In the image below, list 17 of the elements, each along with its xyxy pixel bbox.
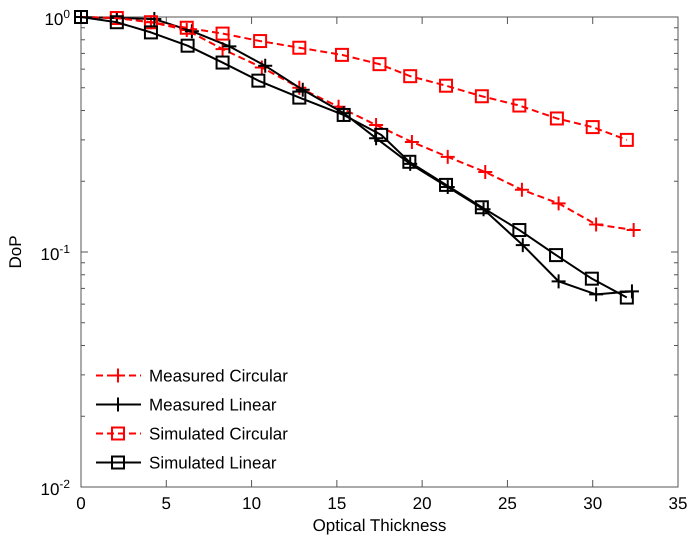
x-tick-label: 10 [242, 494, 262, 513]
x-tick-label: 30 [583, 494, 602, 513]
x-tick-label: 0 [76, 494, 86, 513]
legend-label: Measured Linear [149, 396, 277, 414]
x-tick-label: 35 [668, 494, 688, 513]
x-tick-label: 25 [498, 494, 517, 513]
x-tick-label: 20 [412, 494, 432, 513]
y-tick-label: 10$^{-1}$ [40, 242, 70, 264]
legend-label: Simulated Linear [149, 454, 277, 472]
y-tick-label: 10$^{0}$ [44, 7, 70, 29]
x-tick-label: 15 [327, 494, 346, 513]
x-tick-label: 5 [162, 494, 172, 513]
x-axis-title: Optical Thickness [312, 516, 446, 535]
legend-label: Measured Circular [149, 366, 288, 386]
y-tick-label: 10$^{-2}$ [40, 477, 70, 499]
y-axis-title: DoP [6, 235, 25, 269]
legend-label: Simulated Circular [149, 424, 288, 444]
